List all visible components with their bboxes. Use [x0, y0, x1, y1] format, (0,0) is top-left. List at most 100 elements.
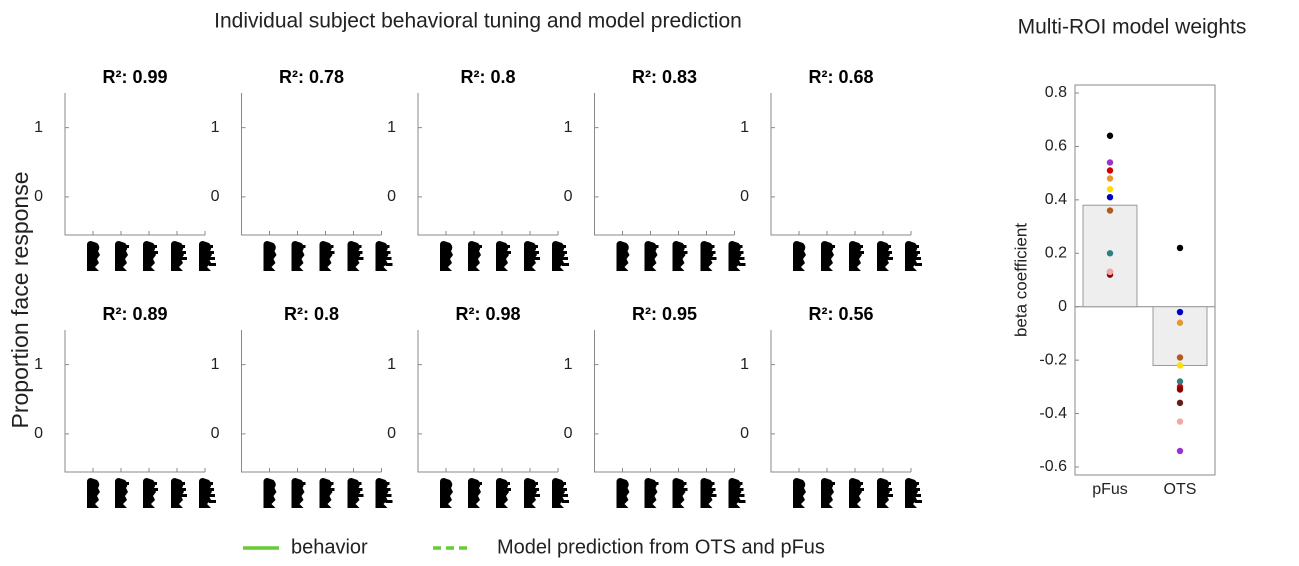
icon-shape [877, 241, 890, 271]
icon-finger [562, 245, 566, 248]
icon-finger [385, 488, 391, 491]
icon-finger [710, 482, 715, 485]
icon-finger [209, 482, 213, 485]
x-icon [319, 478, 335, 508]
subject-dot [1176, 378, 1184, 385]
icon-shape [263, 478, 277, 508]
axis [594, 93, 735, 236]
y-tick-label: 0.6 [1045, 138, 1067, 155]
icon-finger [209, 494, 215, 497]
icon-finger [357, 482, 362, 485]
axis [64, 93, 205, 236]
x-icon [199, 478, 216, 508]
x-icon [263, 241, 277, 271]
icon-shape [496, 241, 509, 271]
icon-shape [440, 478, 453, 508]
subject-dot [1106, 250, 1114, 257]
icon-shape [552, 478, 565, 508]
x-tick-label: OTS [1164, 481, 1197, 498]
x-icon [171, 241, 187, 271]
y-tick-label: 1 [564, 119, 573, 136]
icon-finger [209, 263, 216, 266]
x-icon [644, 241, 659, 271]
icon-finger [209, 488, 214, 491]
x-tick-label: pFus [1092, 481, 1128, 498]
icon-finger [506, 251, 511, 254]
icon-shape [199, 241, 212, 271]
icon-finger [181, 257, 187, 260]
icon-finger [478, 482, 482, 485]
icon-finger [710, 251, 716, 254]
icon-finger [682, 488, 688, 491]
icon-finger [357, 251, 363, 254]
icon-finger [385, 257, 392, 260]
figure-title: Individual subject behavioral tuning and… [214, 10, 742, 33]
icon-shape [821, 478, 834, 508]
y-tick-label: 0 [387, 425, 396, 442]
x-icon [905, 241, 922, 271]
icon-finger [738, 488, 744, 491]
x-icon [143, 241, 158, 271]
x-icon [496, 241, 511, 271]
icon-shape [440, 241, 453, 271]
y-tick-label: -0.6 [1039, 458, 1067, 475]
y-tick-label: 1 [211, 356, 220, 373]
icon-finger [710, 257, 717, 260]
y-tick-label: -0.4 [1039, 405, 1067, 422]
x-icon [552, 478, 569, 508]
icon-finger [859, 245, 863, 248]
axis [770, 330, 911, 473]
subject-dot [1176, 354, 1184, 361]
icon-finger [710, 488, 716, 491]
icon-finger [887, 251, 892, 254]
icon-finger [357, 257, 364, 260]
icon-finger [534, 488, 539, 491]
icon-finger [534, 245, 538, 248]
icon-shape [199, 478, 212, 508]
icon-finger [209, 251, 214, 254]
x-icon [291, 478, 306, 508]
icon-finger [534, 482, 538, 485]
y-tick-label: 0.8 [1045, 84, 1067, 101]
icon-finger [385, 251, 391, 254]
panel-title: R²: 0.95 [632, 304, 697, 324]
icon-finger [562, 263, 569, 266]
x-icon [87, 478, 100, 508]
subject-dot [1176, 447, 1184, 455]
icon-finger [887, 494, 893, 497]
icon-finger [710, 494, 717, 497]
icon-shape [468, 478, 481, 508]
x-icon [143, 478, 158, 508]
icon-finger [738, 494, 745, 497]
icon-finger [534, 251, 539, 254]
axis [770, 93, 911, 236]
icon-finger [153, 482, 157, 485]
icon-finger [562, 251, 567, 254]
icon-finger [329, 482, 334, 485]
subject-dot [1176, 399, 1184, 407]
icon-shape [115, 478, 128, 508]
icon-finger [562, 488, 567, 491]
icon-shape [171, 478, 184, 508]
icon-finger [738, 500, 746, 503]
icon-finger [125, 482, 129, 485]
icon-shape [793, 241, 806, 271]
x-icon [552, 241, 569, 271]
y-tick-label: 1 [387, 356, 396, 373]
x-icon [616, 241, 630, 271]
icon-shape [672, 241, 686, 271]
axis [417, 93, 558, 236]
icon-shape [877, 478, 890, 508]
icon-shape [524, 241, 537, 271]
icon-finger [887, 245, 891, 248]
axis [594, 330, 735, 473]
subject-dot [1176, 244, 1184, 252]
icon-finger [506, 488, 511, 491]
x-icon [440, 478, 453, 508]
icon-finger [301, 482, 306, 485]
x-icon [821, 241, 835, 271]
y-tick-label: 0.2 [1045, 245, 1067, 262]
icon-finger [301, 245, 306, 248]
x-icon [171, 478, 187, 508]
x-icon [728, 241, 746, 271]
